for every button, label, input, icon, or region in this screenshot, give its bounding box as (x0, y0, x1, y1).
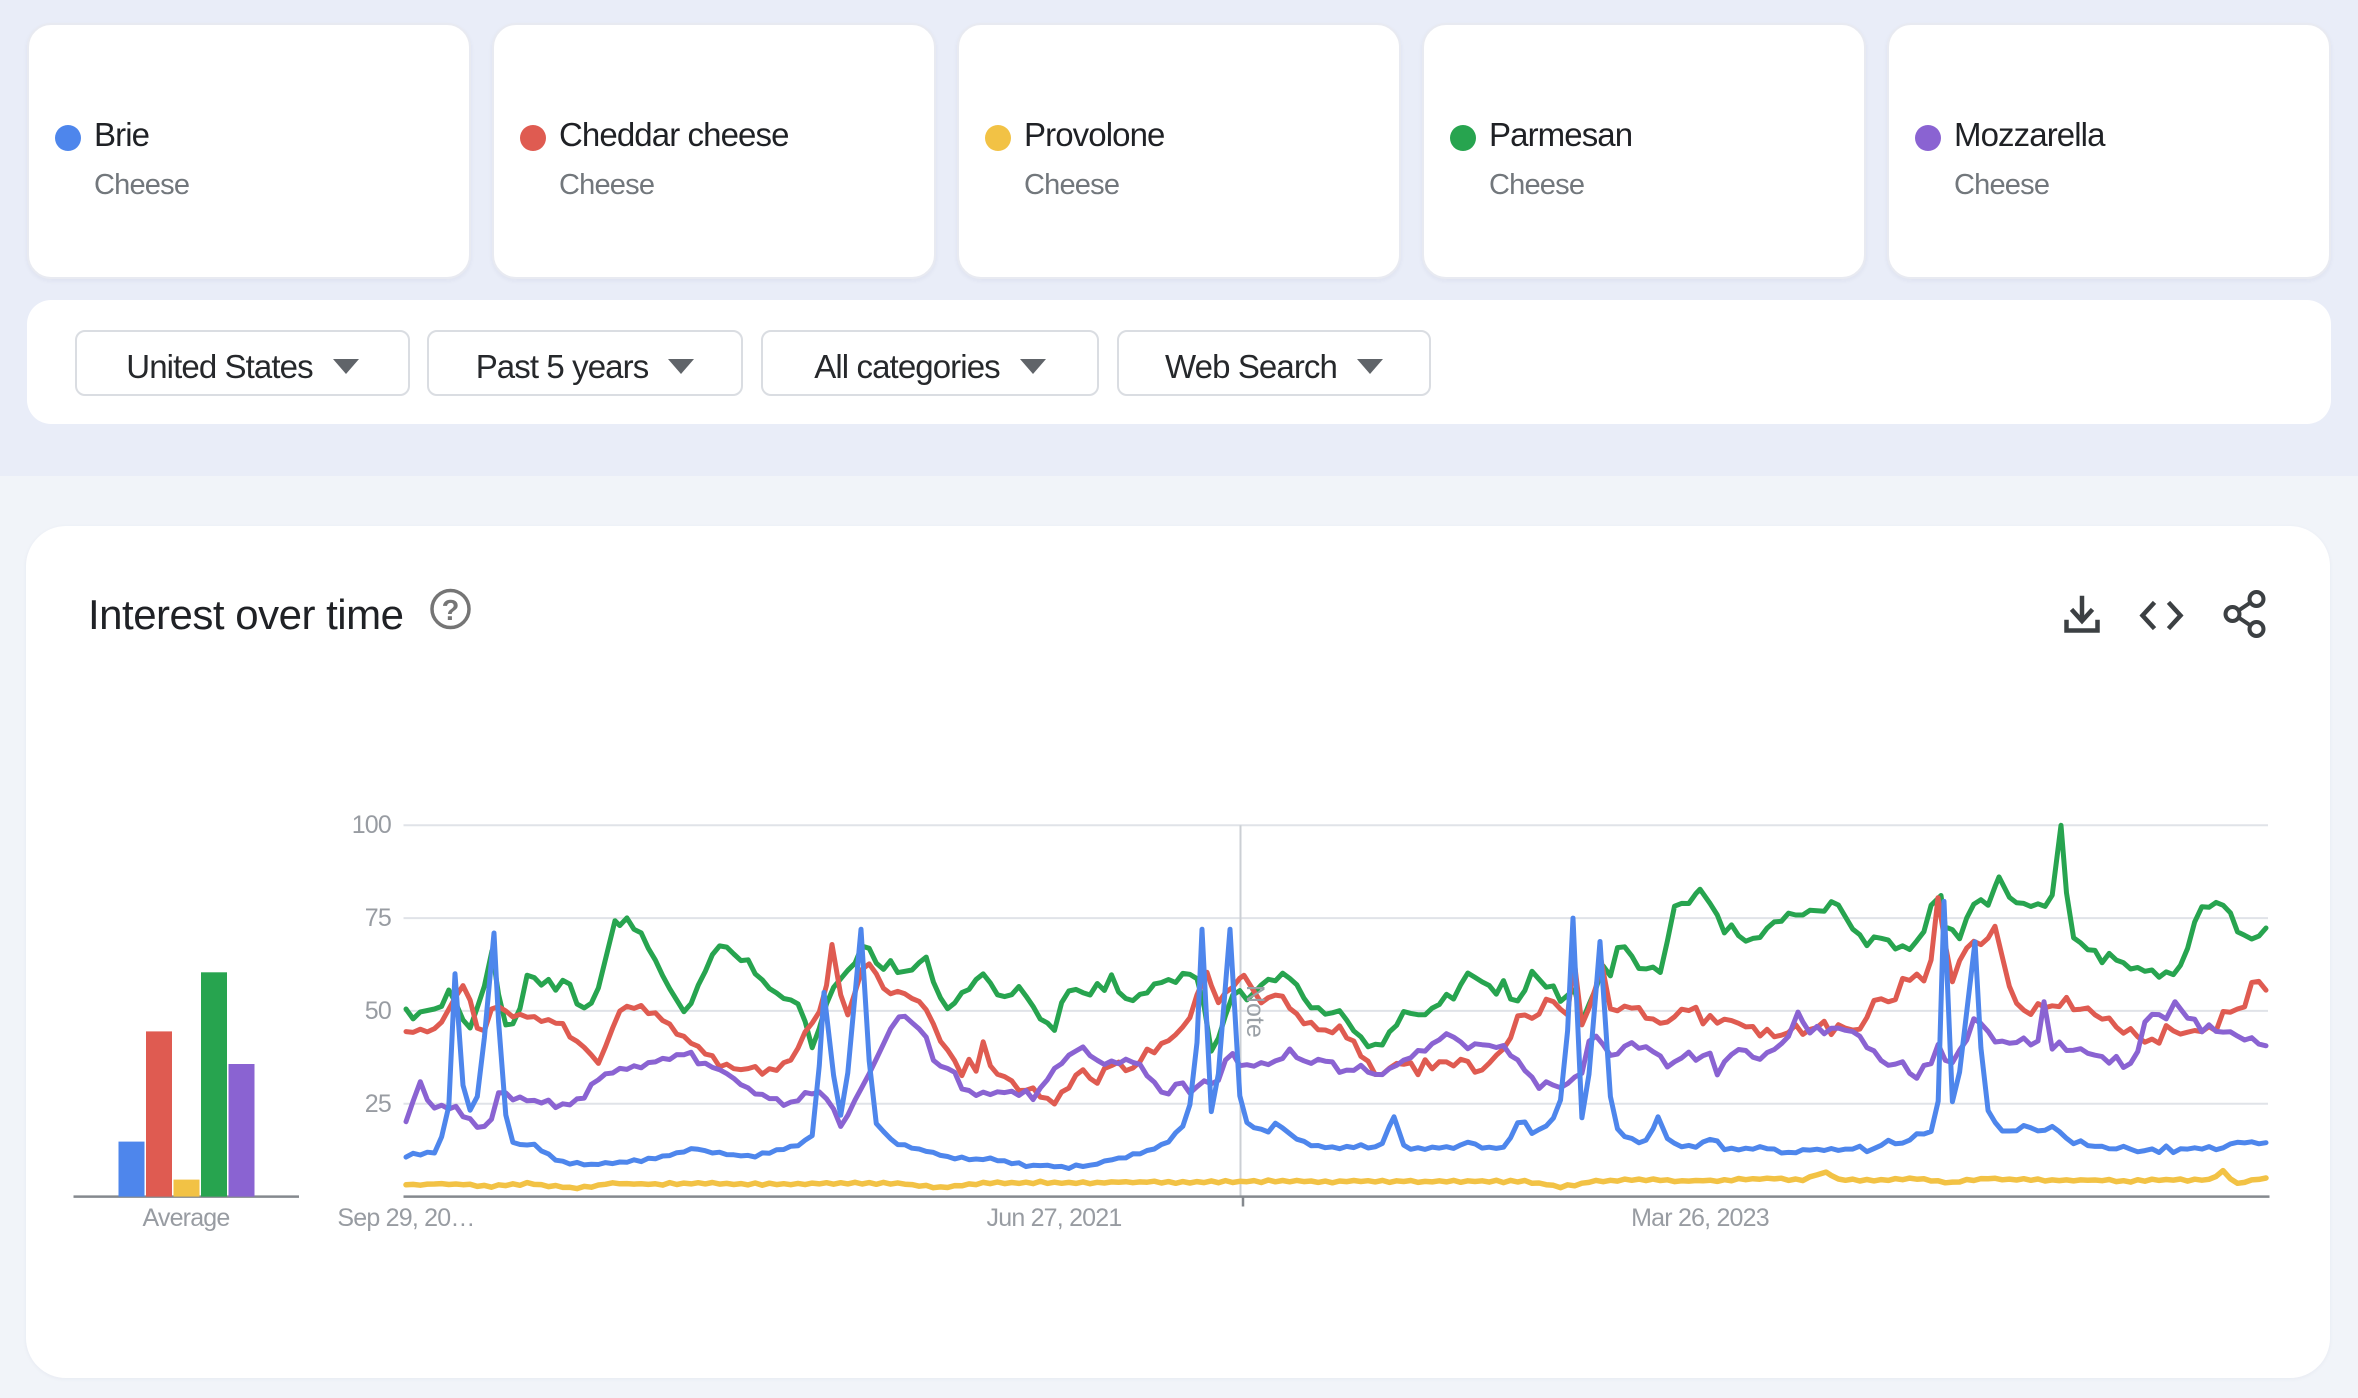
svg-text:Note: Note (1241, 985, 1269, 1038)
svg-text:?: ? (442, 595, 460, 627)
